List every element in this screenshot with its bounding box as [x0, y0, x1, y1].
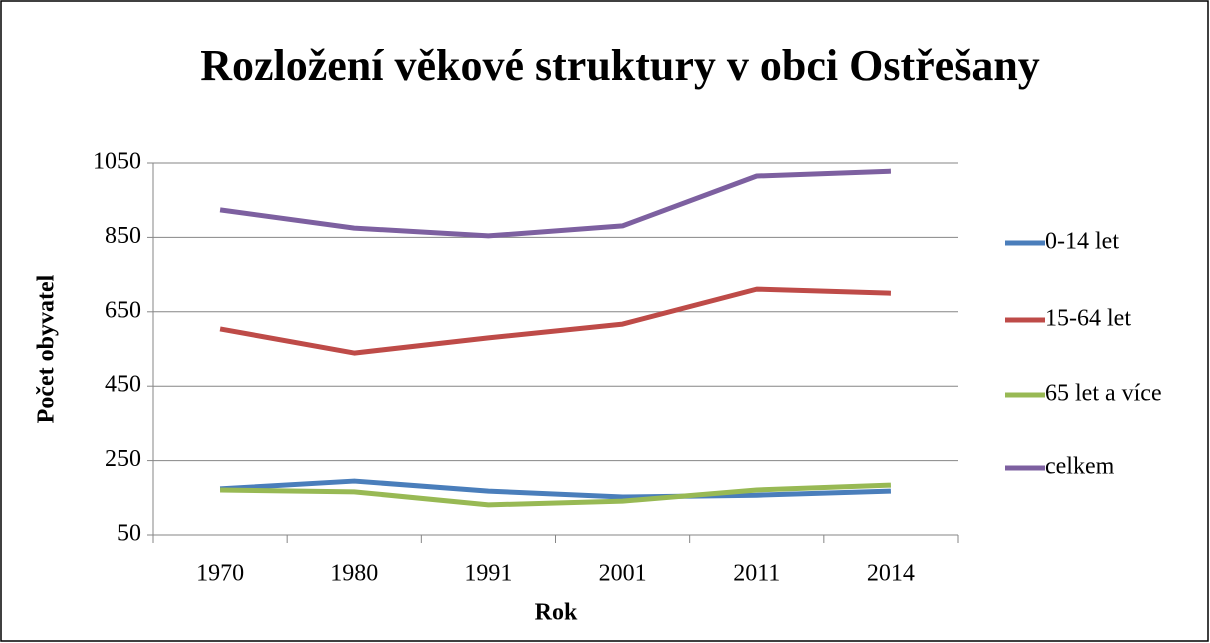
- y-tick-label: 850: [105, 223, 141, 249]
- y-tick-label: 250: [105, 446, 141, 472]
- chart-title: Rozložení věkové struktury v obci Ostřeš…: [200, 41, 1040, 90]
- x-tick-label: 2014: [867, 561, 915, 587]
- y-tick-label: 1050: [93, 149, 141, 175]
- series-line: [219, 168, 892, 239]
- x-tick-label: 1980: [330, 561, 378, 587]
- x-tick-label: 2011: [733, 561, 780, 587]
- series-line: [219, 286, 891, 356]
- y-axis-label: Počet obyvatel: [34, 274, 60, 423]
- x-axis-label: Rok: [535, 600, 578, 626]
- series-line: [220, 482, 892, 508]
- y-tick-label: 50: [117, 521, 141, 547]
- legend-label: celkem: [1045, 454, 1115, 480]
- x-tick-label: 1991: [464, 561, 512, 587]
- y-tick-label: 650: [105, 297, 141, 323]
- y-tick-label: 450: [105, 372, 141, 398]
- x-tick-label: 1970: [196, 561, 244, 587]
- legend-label: 0-14 let: [1045, 229, 1119, 255]
- series-line: [219, 478, 891, 500]
- x-tick-label: 2001: [599, 561, 647, 587]
- legend-label: 15-64 let: [1045, 306, 1131, 332]
- legend-label: 65 let a více: [1045, 381, 1162, 407]
